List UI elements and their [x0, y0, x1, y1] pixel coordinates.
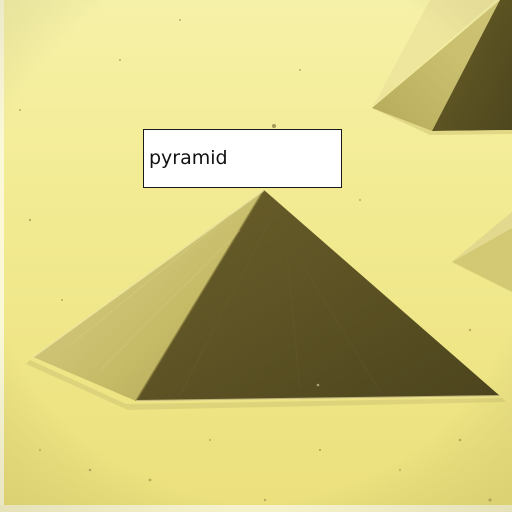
annotation-label-box: pyramid: [143, 129, 342, 188]
annotation-label-text: pyramid: [149, 147, 228, 169]
